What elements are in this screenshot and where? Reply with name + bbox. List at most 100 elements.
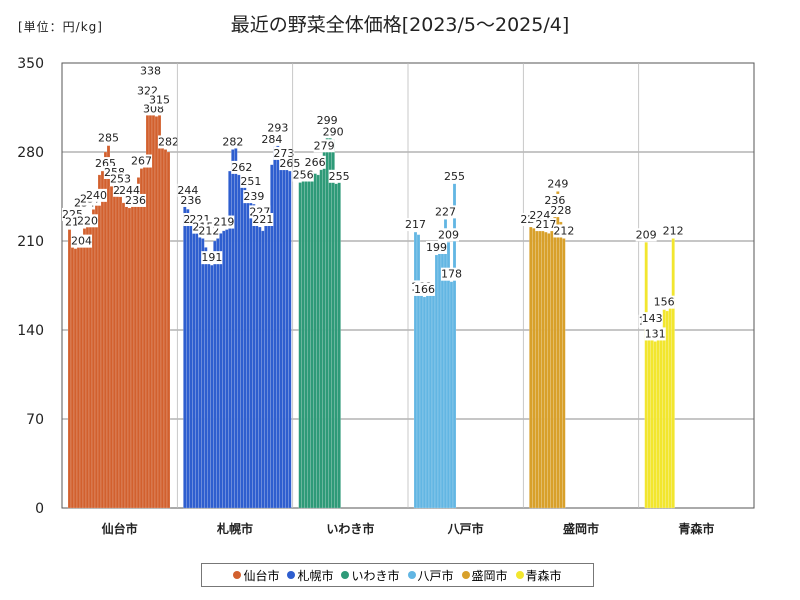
bar (413, 231, 418, 509)
data-label: 236 (180, 194, 201, 207)
data-label-bg (119, 183, 140, 197)
bar (443, 219, 448, 509)
data-label-bg (177, 183, 199, 197)
data-label: 255 (329, 170, 350, 183)
data-label-bg (304, 155, 326, 169)
data-label-bg (426, 240, 447, 254)
bar (644, 242, 648, 509)
data-label: 212 (553, 224, 574, 237)
data-label: 228 (550, 204, 571, 217)
bar (334, 183, 338, 509)
bar (258, 226, 262, 509)
bar (440, 247, 445, 509)
data-label: 244 (177, 184, 198, 197)
bar (183, 202, 187, 509)
y-tick-label: 140 (17, 323, 44, 339)
bar (668, 304, 672, 509)
data-label-bg (243, 190, 265, 204)
data-label-bg (444, 169, 465, 183)
data-label: 299 (317, 114, 338, 127)
data-label: 209 (438, 228, 459, 241)
bar (276, 135, 280, 509)
bar (529, 226, 533, 509)
data-label-bg (644, 327, 666, 341)
bar (163, 149, 168, 509)
bar (249, 197, 253, 509)
bar (322, 151, 326, 509)
bar (428, 294, 433, 509)
bar (452, 183, 457, 509)
bar (133, 189, 138, 509)
bar (541, 230, 545, 509)
bar (246, 189, 250, 509)
bar (562, 238, 566, 509)
data-label-bg (213, 215, 235, 229)
bar (425, 291, 430, 509)
legend-swatch (461, 571, 470, 579)
bar (547, 233, 551, 509)
data-label: 236 (544, 194, 565, 207)
bar (304, 177, 308, 509)
data-label-bg (201, 251, 223, 265)
data-label: 209 (636, 228, 657, 241)
bar (255, 208, 259, 509)
data-label: 262 (231, 161, 252, 174)
bar (252, 203, 256, 509)
legend-item: 札幌市 (287, 567, 333, 584)
bar (195, 225, 199, 509)
data-label: 273 (273, 147, 294, 160)
data-label: 267 (131, 155, 152, 168)
data-label: 204 (71, 235, 92, 248)
bar (100, 170, 105, 509)
data-label-bg (158, 135, 179, 149)
data-label: 239 (243, 190, 264, 203)
x-tick-label: 仙台市 (102, 521, 138, 536)
bar (650, 325, 654, 509)
data-label-bg (240, 174, 262, 188)
data-label-bg (414, 282, 435, 296)
bar (446, 242, 451, 509)
data-label: 279 (314, 139, 335, 152)
y-tick-label: 0 (35, 501, 44, 517)
bar (186, 208, 190, 509)
x-tick-label: 八戸市 (447, 521, 484, 536)
data-label-bg (441, 267, 462, 281)
data-label: 249 (547, 177, 568, 190)
bar (550, 217, 554, 509)
data-label-bg (110, 172, 131, 186)
data-label: 240 (86, 189, 107, 202)
data-label: 315 (149, 94, 170, 107)
data-label: 220 (77, 214, 98, 227)
chart-title: 最近の野菜全体価格[2023/5～2025/4] (230, 14, 570, 36)
data-label: 266 (305, 156, 326, 169)
bar (419, 294, 424, 509)
bar (106, 145, 111, 509)
data-label: 290 (323, 125, 344, 138)
bar (416, 234, 421, 509)
data-label-bg (544, 193, 566, 207)
bar (109, 186, 114, 509)
bar (337, 182, 341, 509)
bar (118, 192, 123, 509)
bar (79, 235, 84, 509)
data-label: 131 (645, 327, 666, 340)
bar (328, 132, 332, 509)
data-label-bg (535, 218, 557, 232)
legend-item: 青森市 (515, 567, 562, 584)
bar (189, 215, 193, 509)
data-label-bg (322, 125, 344, 139)
legend-swatch (233, 571, 242, 579)
bar (559, 221, 563, 509)
data-label: 293 (267, 121, 288, 134)
data-label-bg (261, 132, 283, 146)
bar (298, 182, 302, 509)
data-label: 284 (261, 133, 282, 146)
legend-swatch (341, 571, 350, 579)
legend-label: 仙台市 (243, 568, 280, 583)
bar (301, 179, 305, 509)
bar (288, 170, 292, 509)
bar (145, 107, 150, 509)
legend-label: 青森市 (525, 568, 562, 583)
bar (449, 281, 454, 509)
data-label: 282 (158, 135, 179, 148)
